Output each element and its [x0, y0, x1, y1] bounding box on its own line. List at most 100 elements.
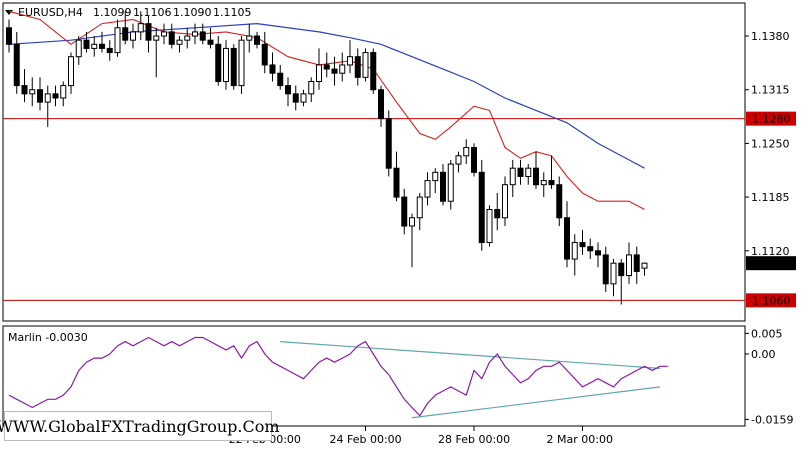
candle-body: [6, 27, 12, 45]
candle-body: [540, 180, 547, 186]
candle-body: [347, 56, 353, 66]
level-tag-label: 1.1280: [752, 113, 791, 126]
candle-body: [602, 254, 609, 285]
candle-body: [60, 85, 67, 99]
candle-body: [494, 208, 501, 219]
time-tick-label: 2 Mar 00:00: [547, 433, 613, 446]
candle-body: [292, 93, 299, 103]
candle-body: [370, 52, 377, 91]
candle-body: [192, 31, 198, 37]
candle-body: [68, 56, 74, 87]
candle-body: [269, 64, 276, 74]
candle-body: [447, 163, 454, 202]
price-tick-label: 1.1315: [751, 84, 790, 97]
candle-body: [618, 262, 625, 277]
candle-body: [509, 167, 516, 186]
candle-body: [207, 39, 214, 45]
candle-body: [401, 196, 408, 227]
watermark-banner: WWW.GlobalFXTradingGroup.Com: [0, 411, 280, 441]
candle-body: [548, 180, 555, 186]
candle-body: [571, 242, 578, 260]
candle-body: [354, 56, 361, 78]
candle-body: [525, 167, 532, 177]
candle-body: [424, 180, 431, 198]
indicator-tick-label: -0.0159: [751, 413, 793, 426]
candle-body: [378, 89, 384, 120]
level-tag-label: 1.1060: [752, 294, 791, 307]
candle-body: [416, 196, 423, 219]
candle-body: [83, 39, 90, 49]
candle-body: [285, 85, 291, 95]
candle-body: [308, 80, 315, 95]
candle-body: [184, 35, 191, 41]
candle-body: [455, 155, 462, 165]
candle-body: [99, 43, 105, 49]
indicator-label: Marlin -0.0030: [8, 331, 88, 344]
candle-body: [595, 250, 601, 256]
candle-body: [633, 254, 640, 272]
candle-body: [502, 184, 508, 219]
ohlc-open: 1.1099: [93, 6, 132, 19]
current-price-tag: [746, 256, 796, 271]
candle-body: [91, 43, 98, 49]
candle-body: [610, 262, 617, 285]
level-tag-1: [746, 293, 796, 308]
price-tick-label: 1.1380: [751, 30, 790, 43]
dropdown-icon[interactable]: [5, 10, 13, 15]
candle-body: [114, 27, 121, 54]
price-tick-label: 1.1120: [751, 245, 790, 258]
candle-body: [254, 35, 260, 45]
candle-body: [52, 93, 59, 99]
current-price-label: 1.1105: [752, 257, 791, 270]
candle-body: [641, 262, 648, 269]
candle-body: [145, 23, 152, 41]
candle-body: [21, 85, 28, 95]
candle-body: [223, 47, 229, 82]
candle-body: [238, 39, 245, 87]
price-tick-label: 1.1250: [751, 137, 790, 150]
candle-body: [362, 52, 369, 78]
candle-body: [153, 35, 160, 41]
candle-body: [130, 31, 136, 41]
trendline-1: [411, 386, 661, 419]
candle-body: [385, 118, 392, 169]
candle-body: [517, 167, 524, 177]
candle-body: [339, 64, 346, 74]
trendline-0: [280, 341, 661, 369]
marlin-line: [8, 336, 668, 417]
candle-body: [471, 147, 477, 173]
candle-body: [478, 171, 485, 244]
candle-body: [486, 208, 493, 244]
ohlc-close: 1.1105: [213, 6, 252, 19]
candle-body: [393, 167, 400, 198]
time-tick-label: 28 Feb 00:00: [438, 433, 510, 446]
candle-body: [261, 43, 268, 66]
candle-body: [564, 217, 570, 260]
candle-body: [463, 147, 470, 157]
candle-body: [587, 246, 594, 252]
candle-body: [75, 39, 82, 58]
candle-body: [300, 93, 307, 103]
candle-body: [533, 167, 539, 186]
level-tag-0: [746, 111, 796, 126]
candle-body: [432, 171, 439, 182]
candle-body: [199, 31, 206, 41]
candle-body: [161, 31, 167, 37]
price-tick-label: 1.1185: [751, 191, 790, 204]
indicator-tick-label: 0.005: [751, 327, 783, 340]
candle-body: [29, 89, 36, 95]
candle-body: [168, 31, 175, 45]
candle-body: [409, 217, 415, 227]
ma-slow-line: [8, 22, 645, 169]
candle-body: [440, 171, 446, 202]
ohlc-low: 1.1090: [173, 6, 212, 19]
candle-body: [331, 68, 338, 74]
candle-body: [230, 47, 237, 87]
candle-body: [44, 93, 51, 103]
candle-body: [277, 72, 284, 87]
candle-body: [246, 35, 253, 41]
candle-body: [37, 89, 43, 103]
candle-body: [556, 184, 563, 219]
symbol-label: EURUSD,H4: [18, 6, 83, 19]
